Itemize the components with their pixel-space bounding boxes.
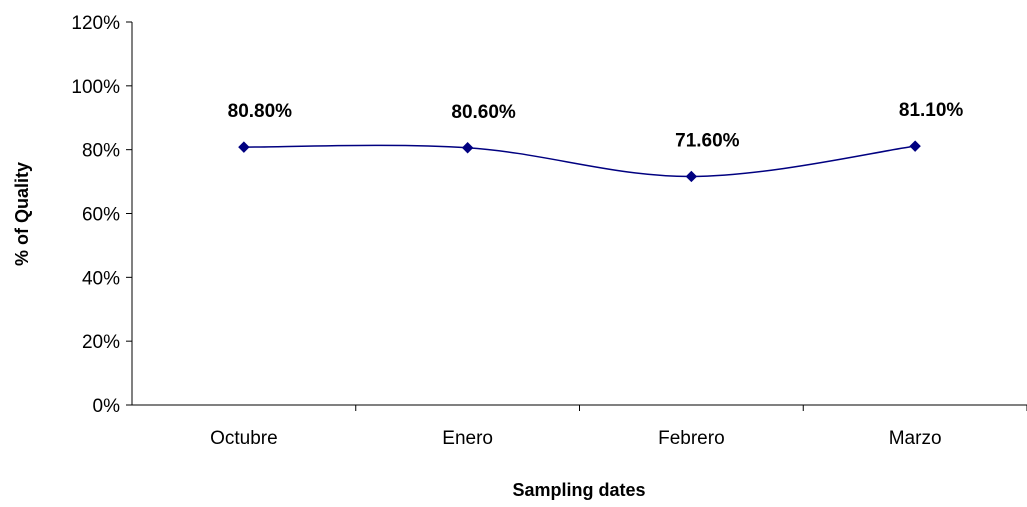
- y-tick-label: 0%: [93, 396, 121, 417]
- y-tick-label: 20%: [82, 332, 120, 353]
- y-tick-label: 120%: [71, 13, 120, 34]
- y-tick-label: 80%: [82, 141, 120, 162]
- data-point: [909, 140, 921, 152]
- y-tick-label: 60%: [82, 205, 120, 226]
- y-axis-title: % of Quality: [12, 162, 32, 266]
- y-tick-label: 100%: [71, 77, 120, 98]
- y-tick-label: 40%: [82, 268, 120, 289]
- data-label: 80.80%: [228, 101, 293, 122]
- data-point: [461, 142, 474, 154]
- data-point: [685, 170, 698, 183]
- axes: 0% 20% 40% 60% 80% 100% 120% Octubre Enero Febrer…: [71, 13, 1027, 449]
- x-axis-title: Sampling dates: [512, 480, 645, 500]
- series-line: [243, 144, 916, 178]
- data-label: 81.10%: [899, 100, 964, 121]
- data-label: 71.60%: [675, 130, 740, 151]
- x-tick-label: Octubre: [210, 428, 278, 449]
- x-tick-label: Febrero: [658, 428, 725, 449]
- data-labels: 80.80% 80.60% 71.60% 81.10%: [228, 100, 964, 151]
- data-label: 80.60%: [451, 102, 516, 123]
- x-tick-label: Marzo: [889, 428, 942, 449]
- series-layer: [238, 140, 921, 183]
- data-point: [238, 141, 250, 153]
- x-tick-label: Enero: [442, 428, 493, 449]
